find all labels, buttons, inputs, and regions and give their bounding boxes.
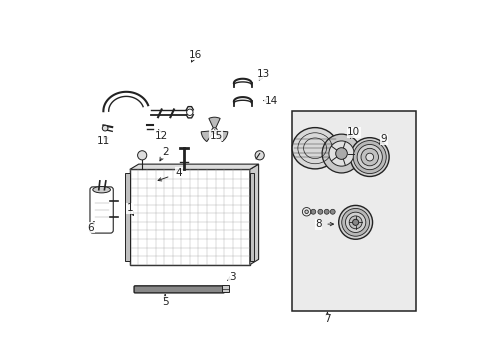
Circle shape	[329, 209, 334, 214]
Text: 11: 11	[97, 136, 110, 146]
Circle shape	[365, 153, 373, 161]
Circle shape	[211, 128, 217, 134]
Text: 12: 12	[155, 131, 168, 141]
Bar	[291, 111, 415, 311]
Polygon shape	[130, 164, 258, 170]
Circle shape	[349, 138, 388, 176]
Text: 6: 6	[87, 222, 94, 233]
Bar	[249, 173, 254, 261]
Text: 4: 4	[176, 168, 182, 178]
Text: 5: 5	[162, 297, 168, 307]
Circle shape	[186, 109, 193, 116]
Wedge shape	[214, 131, 227, 141]
Ellipse shape	[291, 127, 337, 169]
Bar	[130, 170, 249, 265]
FancyBboxPatch shape	[134, 286, 224, 293]
Circle shape	[310, 209, 315, 214]
Text: 13: 13	[257, 69, 270, 79]
Text: 3: 3	[228, 272, 235, 282]
Text: 15: 15	[209, 131, 223, 141]
Wedge shape	[208, 117, 220, 131]
Text: 10: 10	[346, 127, 360, 138]
Circle shape	[304, 210, 308, 213]
Circle shape	[352, 140, 386, 174]
Circle shape	[317, 209, 322, 214]
Bar	[125, 173, 130, 261]
Text: 1: 1	[126, 203, 133, 213]
Bar	[221, 285, 229, 292]
Circle shape	[360, 148, 378, 166]
Circle shape	[352, 219, 358, 225]
Circle shape	[324, 209, 328, 214]
Text: 8: 8	[315, 219, 321, 229]
Circle shape	[335, 148, 346, 159]
Text: 7: 7	[324, 314, 330, 324]
Circle shape	[328, 141, 353, 166]
Circle shape	[102, 125, 108, 131]
FancyBboxPatch shape	[90, 187, 113, 233]
Circle shape	[348, 216, 361, 229]
Circle shape	[137, 151, 146, 160]
Ellipse shape	[93, 186, 110, 193]
Circle shape	[345, 212, 365, 233]
Text: 2: 2	[162, 147, 168, 157]
Text: 14: 14	[264, 96, 277, 105]
Text: 16: 16	[188, 50, 202, 60]
Polygon shape	[249, 164, 258, 265]
Circle shape	[338, 206, 372, 239]
Circle shape	[341, 208, 369, 236]
Circle shape	[255, 151, 264, 160]
Text: 9: 9	[380, 134, 386, 144]
Circle shape	[356, 144, 382, 170]
Wedge shape	[201, 131, 214, 141]
Circle shape	[322, 134, 360, 173]
